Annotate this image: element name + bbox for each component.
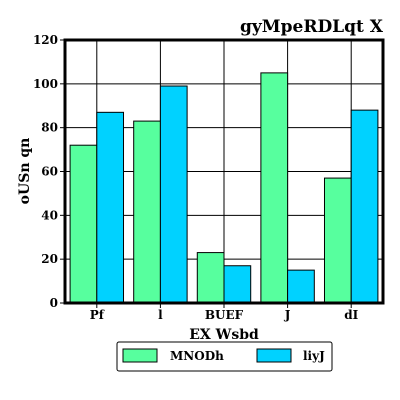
- legend: MNODh liyJ: [116, 341, 333, 372]
- y-tick-label: 100: [33, 77, 58, 91]
- bar-liyj-pf: [96, 111, 125, 304]
- x-tick-label: dI: [344, 308, 358, 322]
- legend-swatch-liyj: [256, 348, 292, 363]
- bar-liyj-buef: [223, 265, 252, 304]
- legend-label-mnodh: MNODh: [170, 349, 224, 363]
- x-tick-label: Pf: [90, 308, 105, 322]
- bar-mnodh-j: [260, 72, 289, 304]
- y-axis-label: oUSn qn: [17, 138, 33, 205]
- x-tick-label: l: [158, 308, 163, 322]
- bar-mnodh-di: [323, 177, 352, 304]
- y-tick-label: 60: [41, 165, 58, 179]
- chart-title: gyMpeRDLqt X: [240, 17, 384, 37]
- x-tick-label: BUEF: [205, 308, 244, 322]
- y-tick-label: 0: [50, 296, 58, 310]
- y-tick-label: 40: [41, 208, 58, 222]
- bar-liyj-l: [159, 85, 188, 304]
- y-tick-label: 20: [41, 252, 58, 266]
- y-tick-label: 120: [33, 33, 58, 47]
- legend-swatch-mnodh: [122, 348, 158, 363]
- y-axis-ticks: 0 20 40 60 80 100 120: [33, 33, 65, 310]
- y-tick-label: 80: [41, 121, 58, 135]
- bar-mnodh-l: [133, 120, 161, 304]
- bar-liyj-j: [287, 269, 315, 304]
- bar-mnodh-pf: [69, 144, 98, 304]
- bar-mnodh-buef: [196, 252, 225, 304]
- x-tick-label: J: [284, 308, 291, 322]
- x-axis-label: EX Wsbd: [189, 327, 259, 343]
- bar-liyj-di: [350, 109, 379, 304]
- legend-label-liyj: liyJ: [303, 349, 325, 363]
